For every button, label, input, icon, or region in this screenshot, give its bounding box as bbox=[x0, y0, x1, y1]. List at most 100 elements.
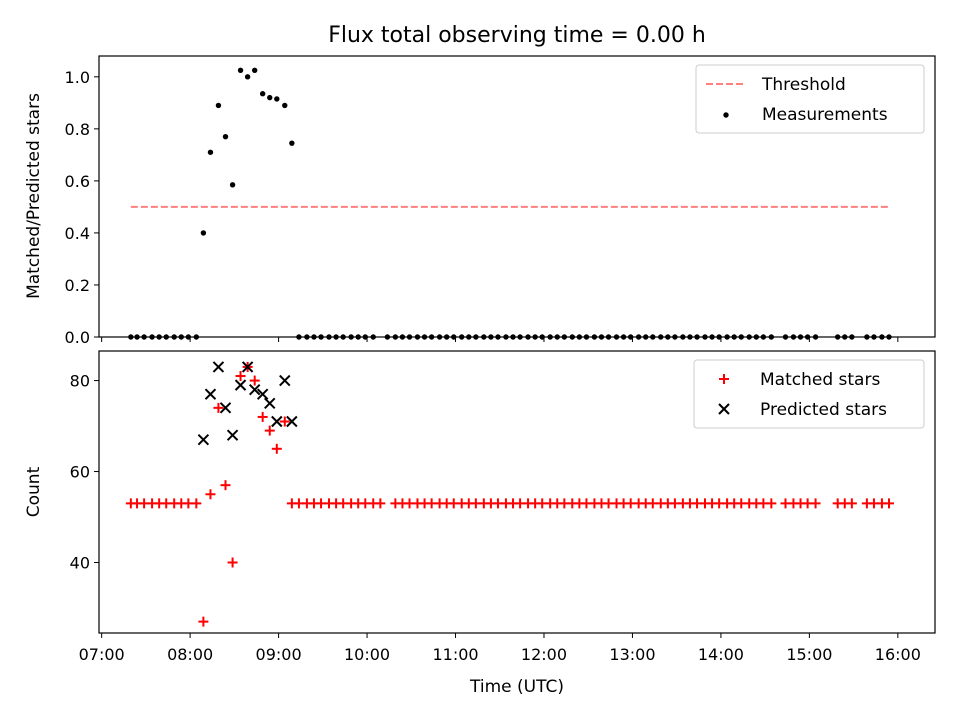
matched-star-marker bbox=[227, 557, 238, 568]
marker-d2 bbox=[248, 383, 261, 396]
predicted-star-marker bbox=[219, 402, 232, 414]
x-tick-label: 11:00 bbox=[432, 645, 478, 664]
matched-star-marker bbox=[191, 498, 202, 509]
matched-star-marker bbox=[205, 489, 216, 500]
matched-star-marker bbox=[257, 411, 268, 422]
matched-star-marker bbox=[279, 416, 290, 427]
predicted-star-marker bbox=[197, 433, 210, 446]
y-tick-label: 0.4 bbox=[65, 224, 90, 243]
marker-d2 bbox=[234, 379, 247, 391]
legend-matched-swatch bbox=[719, 374, 729, 384]
matched-star-marker bbox=[271, 443, 282, 454]
measurement-point bbox=[244, 74, 251, 80]
x-tick-label: 13:00 bbox=[609, 645, 655, 664]
matched-star-marker bbox=[810, 498, 821, 509]
top-x-ticks bbox=[101, 337, 899, 342]
matched-star-marker bbox=[198, 616, 209, 627]
top-ylabel: Matched/Predicted stars bbox=[24, 93, 44, 299]
x-tick-label: 08:00 bbox=[167, 645, 213, 664]
top-legend-box bbox=[695, 64, 925, 134]
matched-star-marker bbox=[220, 480, 231, 491]
x-tick-label: 12:00 bbox=[521, 645, 567, 664]
marker-d2 bbox=[226, 429, 239, 441]
marker-d2 bbox=[718, 403, 730, 415]
matched-star-marker bbox=[719, 374, 729, 384]
matched-stars-layer bbox=[125, 361, 894, 627]
legend-predicted-label: Predicted stars bbox=[760, 400, 887, 420]
predicted-stars-layer bbox=[197, 361, 298, 446]
y-tick-label: 0.0 bbox=[65, 328, 90, 347]
marker-d2 bbox=[279, 374, 291, 387]
x-tick-label: 07:00 bbox=[79, 645, 125, 664]
matched-star-marker bbox=[766, 498, 777, 509]
matched-star-marker bbox=[213, 402, 224, 413]
chart-title: Flux total observing time = 0.00 h bbox=[328, 23, 706, 48]
predicted-star-marker bbox=[279, 374, 291, 387]
top-y-ticks: 0.0 0.2 0.4 0.6 0.8 1.0 bbox=[65, 68, 99, 347]
measurement-point bbox=[282, 102, 288, 109]
bottom-axes-frame bbox=[98, 350, 936, 634]
marker-d2 bbox=[264, 397, 276, 410]
measurement-point bbox=[274, 96, 280, 102]
measurement-point bbox=[200, 230, 207, 236]
measurement-point bbox=[207, 149, 214, 155]
measurement-points-layer bbox=[128, 67, 892, 340]
measurement-point bbox=[229, 182, 236, 188]
bottom-panel: 40 60 80 07:00 08:00 09:00 10:00 11:00 12:00 13:… bbox=[24, 350, 936, 697]
top-axes-frame bbox=[98, 55, 936, 338]
predicted-star-marker bbox=[234, 379, 247, 391]
matched-star-marker bbox=[883, 498, 894, 509]
legend-measurements-label: Measurements bbox=[762, 105, 888, 125]
y-tick-label: 60 bbox=[70, 463, 90, 482]
predicted-star-marker bbox=[286, 415, 298, 428]
measurement-point bbox=[222, 133, 229, 140]
predicted-star-marker bbox=[271, 415, 283, 428]
bottom-x-ticks: 07:00 08:00 09:00 10:00 11:00 12:00 13:00 14:00… bbox=[79, 633, 921, 664]
marker-d2 bbox=[271, 415, 283, 428]
bottom-xlabel: Time (UTC) bbox=[469, 677, 564, 697]
measurement-point bbox=[289, 140, 295, 146]
matched-star-marker bbox=[264, 425, 275, 436]
marker-d2 bbox=[197, 433, 210, 446]
matched-star-marker bbox=[375, 498, 386, 509]
y-tick-label: 0.6 bbox=[65, 172, 90, 191]
measurement-point bbox=[259, 91, 266, 97]
bottom-legend-box bbox=[693, 359, 925, 429]
measurement-point bbox=[267, 94, 273, 101]
measurement-point bbox=[237, 67, 244, 74]
bottom-y-ticks: 40 60 80 bbox=[70, 372, 99, 573]
x-tick-label: 16:00 bbox=[875, 645, 921, 664]
x-tick-label: 14:00 bbox=[698, 645, 744, 664]
marker-d2 bbox=[204, 388, 217, 400]
predicted-star-marker bbox=[226, 429, 239, 441]
marker-d2 bbox=[212, 361, 225, 373]
top-panel: 0.0 0.2 0.4 0.6 0.8 1.0 Matched/Predicted sta… bbox=[24, 55, 936, 347]
legend-measurements-swatch bbox=[723, 112, 729, 118]
legend-matched-label: Matched stars bbox=[760, 370, 880, 390]
matched-star-marker bbox=[846, 498, 857, 509]
measurement-point bbox=[251, 67, 258, 74]
predicted-star-marker bbox=[241, 361, 254, 373]
predicted-star-marker bbox=[256, 388, 269, 400]
measurement-point bbox=[215, 102, 222, 109]
x-tick-label: 10:00 bbox=[344, 645, 390, 664]
legend-predicted-swatch bbox=[718, 403, 730, 415]
bottom-ylabel: Count bbox=[24, 466, 44, 517]
predicted-star-marker bbox=[212, 361, 225, 373]
matched-star-marker bbox=[249, 375, 260, 386]
marker-d2 bbox=[219, 402, 232, 414]
marker-d2 bbox=[256, 388, 269, 400]
x-tick-label: 09:00 bbox=[256, 645, 302, 664]
bottom-legend: Matched stars Predicted stars bbox=[693, 359, 925, 429]
x-tick-label: 15:00 bbox=[786, 645, 832, 664]
top-legend: Threshold Measurements bbox=[695, 64, 925, 134]
y-tick-label: 40 bbox=[70, 554, 90, 573]
y-tick-label: 0.2 bbox=[65, 276, 90, 295]
marker-d2 bbox=[241, 361, 254, 373]
legend-threshold-label: Threshold bbox=[761, 75, 846, 95]
marker-d2 bbox=[286, 415, 298, 428]
predicted-star-marker bbox=[204, 388, 217, 400]
predicted-star-marker bbox=[264, 397, 276, 410]
y-tick-label: 0.8 bbox=[65, 120, 90, 139]
